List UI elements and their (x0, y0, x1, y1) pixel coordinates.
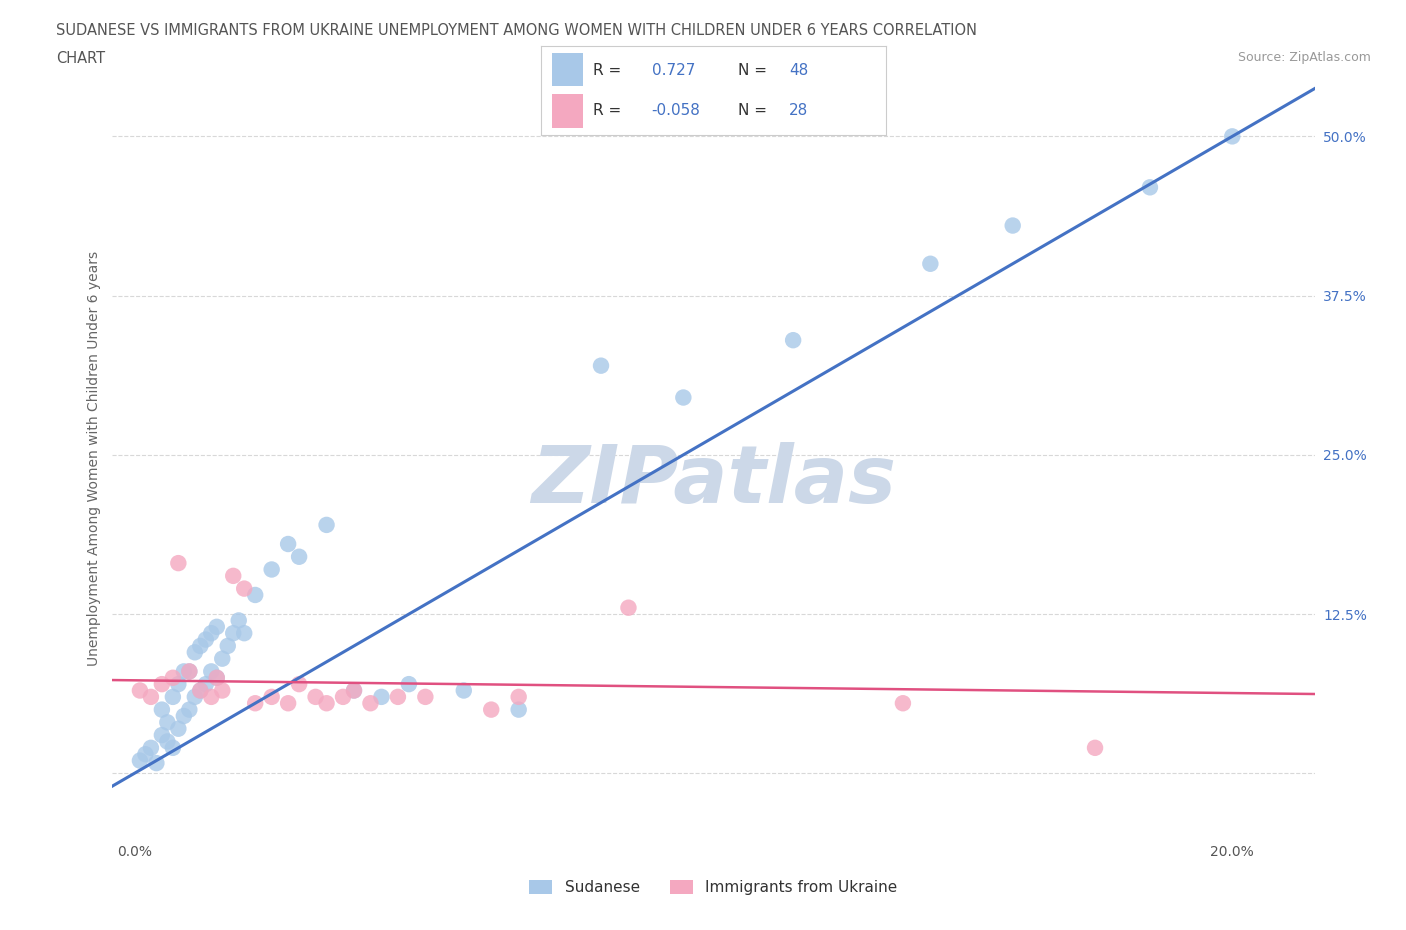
FancyBboxPatch shape (551, 53, 582, 86)
Text: 48: 48 (789, 63, 808, 78)
Text: Source: ZipAtlas.com: Source: ZipAtlas.com (1237, 51, 1371, 64)
Point (179, 664, 201, 679)
Point (589, 358, 612, 373)
Point (508, 702, 530, 717)
Point (167, 722, 190, 737)
Point (304, 689, 326, 704)
Point (139, 740, 162, 755)
Point (387, 689, 409, 704)
Point (233, 626, 256, 641)
Point (920, 257, 942, 272)
Point (129, 753, 152, 768)
Point (200, 626, 222, 641)
Point (150, 677, 173, 692)
Point (277, 696, 299, 711)
Text: 28: 28 (789, 103, 808, 118)
Point (167, 677, 190, 692)
Text: R =: R = (593, 63, 621, 78)
Point (150, 702, 173, 717)
Point (129, 683, 152, 698)
Point (343, 683, 366, 698)
Point (315, 517, 337, 532)
Point (173, 664, 195, 679)
Point (1220, 129, 1243, 144)
Point (277, 537, 299, 551)
Point (188, 639, 211, 654)
Point (205, 619, 228, 634)
Point (508, 689, 530, 704)
Point (617, 600, 640, 615)
Point (162, 671, 184, 685)
Point (134, 747, 156, 762)
Point (162, 740, 184, 755)
Point (217, 639, 239, 654)
Point (332, 689, 354, 704)
Point (162, 689, 184, 704)
Point (205, 671, 228, 685)
Text: N =: N = (738, 103, 766, 118)
Point (139, 689, 162, 704)
Text: ZIPatlas: ZIPatlas (531, 442, 896, 520)
Point (260, 562, 283, 577)
Point (245, 588, 267, 603)
Point (260, 689, 283, 704)
Point (288, 677, 311, 692)
Point (200, 664, 222, 679)
Point (782, 333, 804, 348)
Point (211, 683, 233, 698)
Point (233, 581, 256, 596)
Point (205, 671, 228, 685)
Point (1139, 179, 1161, 194)
Point (167, 556, 190, 571)
Point (672, 390, 695, 405)
Point (173, 709, 195, 724)
Point (479, 702, 502, 717)
Text: R =: R = (593, 103, 621, 118)
Point (228, 613, 250, 628)
Point (245, 696, 267, 711)
Point (200, 689, 222, 704)
Point (184, 644, 207, 659)
Legend: Sudanese, Immigrants from Ukraine: Sudanese, Immigrants from Ukraine (523, 874, 904, 901)
Point (222, 626, 245, 641)
Point (288, 550, 311, 565)
Text: 0.727: 0.727 (651, 63, 695, 78)
Point (188, 683, 211, 698)
Point (343, 683, 366, 698)
Point (453, 683, 475, 698)
Point (188, 683, 211, 698)
Point (891, 696, 914, 711)
Point (179, 702, 201, 717)
Point (194, 632, 217, 647)
Point (145, 756, 167, 771)
Point (398, 677, 420, 692)
Point (370, 689, 392, 704)
Text: CHART: CHART (56, 51, 105, 66)
Text: N =: N = (738, 63, 766, 78)
Point (222, 568, 245, 583)
Point (359, 696, 381, 711)
Point (1001, 219, 1024, 233)
Y-axis label: Unemployment Among Women with Children Under 6 years: Unemployment Among Women with Children U… (87, 250, 101, 666)
Point (184, 689, 207, 704)
Point (150, 727, 173, 742)
Point (194, 677, 217, 692)
Point (179, 664, 201, 679)
Point (211, 651, 233, 666)
Point (1084, 740, 1107, 755)
FancyBboxPatch shape (551, 94, 582, 127)
Point (156, 715, 179, 730)
Point (315, 696, 337, 711)
Point (156, 734, 179, 749)
Text: -0.058: -0.058 (651, 103, 700, 118)
Point (415, 689, 437, 704)
Text: SUDANESE VS IMMIGRANTS FROM UKRAINE UNEMPLOYMENT AMONG WOMEN WITH CHILDREN UNDER: SUDANESE VS IMMIGRANTS FROM UKRAINE UNEM… (56, 23, 977, 38)
